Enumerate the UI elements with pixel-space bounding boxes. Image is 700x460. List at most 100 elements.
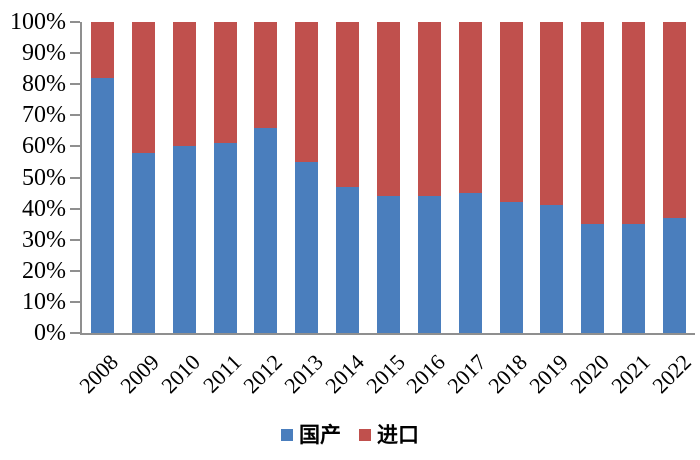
bar-segment-import-2022 [662, 22, 686, 218]
y-axis-labels: 100% 90% 80% 70% 60% 50% 40% 30% 20% 10% 0% [0, 9, 66, 346]
bar-segment-import-2013 [295, 22, 319, 162]
bar-2019 [540, 22, 564, 333]
bar-2009 [131, 22, 155, 333]
category-2019 [531, 22, 572, 333]
bar-2012 [254, 22, 278, 333]
bar-segment-import-2012 [254, 22, 278, 128]
x-tick-label: 2018 [483, 349, 533, 399]
x-tick-label: 2020 [565, 349, 614, 399]
y-tick-label: 20% [22, 257, 66, 284]
y-tick-mark [70, 83, 80, 86]
y-tick-mark [70, 269, 80, 272]
legend-swatch [359, 429, 371, 441]
bar-segment-import-2020 [581, 22, 605, 225]
bar-2020 [581, 22, 605, 333]
bar-segment-domestic-2014 [336, 186, 360, 333]
plot-area [70, 21, 695, 335]
y-tick-mark [70, 207, 80, 210]
category-2010 [164, 22, 205, 333]
bar-2016 [417, 22, 441, 333]
bar-segment-import-2019 [540, 22, 564, 206]
category-2012 [245, 22, 286, 333]
bar-segment-domestic-2015 [376, 196, 400, 333]
category-2008 [82, 22, 123, 333]
category-2015 [368, 22, 409, 333]
category-2013 [286, 22, 327, 333]
x-tick-label: 2019 [524, 349, 573, 399]
bar-2015 [376, 22, 400, 333]
y-tick-mark [70, 238, 80, 241]
y-tick-label: 70% [22, 102, 66, 129]
bar-segment-import-2016 [417, 22, 441, 197]
bar-segment-domestic-2009 [131, 152, 155, 333]
y-tick-label: 90% [22, 40, 66, 67]
x-tick-label: 2012 [238, 349, 287, 399]
category-2020 [572, 22, 613, 333]
y-tick-mark [70, 145, 80, 148]
bar-segment-import-2010 [172, 22, 196, 147]
x-tick-label: 2015 [360, 349, 410, 399]
legend-item-import: 进口 [359, 419, 419, 449]
bar-segment-import-2008 [90, 22, 114, 78]
category-2009 [123, 22, 164, 333]
x-tick-label: 2022 [646, 349, 696, 399]
bar-segment-domestic-2016 [417, 196, 441, 333]
legend-swatch [281, 429, 293, 441]
bar-segment-domestic-2018 [499, 202, 523, 333]
category-2021 [613, 22, 654, 333]
y-tick-label: 30% [22, 226, 66, 253]
x-tick-label: 2017 [442, 349, 492, 399]
bar-segment-domestic-2008 [90, 77, 114, 333]
bar-segment-import-2021 [622, 22, 646, 225]
y-tick-mark [70, 176, 80, 179]
legend-item-domestic: 国产 [281, 419, 341, 449]
y-tick-mark [70, 114, 80, 117]
bar-segment-domestic-2013 [295, 161, 319, 333]
y-tick-mark [70, 21, 80, 23]
bar-segment-import-2011 [213, 22, 237, 144]
bar-segment-import-2009 [131, 22, 155, 153]
legend-label: 进口 [377, 423, 419, 447]
y-tick-mark [70, 52, 80, 55]
bar-segment-domestic-2010 [172, 146, 196, 333]
y-tick-label: 10% [22, 288, 66, 315]
bar-segment-import-2015 [376, 22, 400, 197]
bar-segment-import-2014 [336, 22, 360, 187]
bar-2008 [90, 22, 114, 333]
bar-segment-domestic-2019 [540, 205, 564, 333]
bar-segment-domestic-2017 [458, 193, 482, 333]
x-axis-labels: 2008 2009 2010 2011 2012 2013 2014 2015 2016 2017… [75, 333, 696, 408]
bar-segment-domestic-2021 [622, 224, 646, 333]
bar-2021 [622, 22, 646, 333]
y-tick-label: 40% [22, 195, 66, 222]
bar-segment-domestic-2020 [581, 224, 605, 333]
bar-2014 [336, 22, 360, 333]
category-2018 [491, 22, 532, 333]
y-tick-label: 100% [10, 9, 66, 35]
category-2011 [205, 22, 246, 333]
category-2022 [654, 22, 695, 333]
category-2016 [409, 22, 450, 333]
bars-container [82, 22, 695, 333]
y-tick-mark [70, 300, 80, 303]
bar-segment-domestic-2022 [662, 217, 686, 333]
x-tick-label: 2010 [156, 349, 206, 399]
y-tick-mark [70, 332, 80, 334]
x-tick-label: 2021 [605, 349, 655, 399]
bar-segment-import-2017 [458, 22, 482, 194]
y-tick-label: 80% [22, 71, 66, 98]
bar-2013 [295, 22, 319, 333]
bar-2010 [172, 22, 196, 333]
bar-2017 [458, 22, 482, 333]
x-tick-label: 2016 [401, 349, 451, 399]
x-tick-label: 2014 [319, 349, 369, 399]
bar-segment-domestic-2011 [213, 143, 237, 333]
bar-segment-domestic-2012 [254, 127, 278, 333]
bar-2011 [213, 22, 237, 333]
x-tick-label: 2013 [278, 349, 328, 399]
bar-2022 [662, 22, 686, 333]
category-2017 [450, 22, 491, 333]
category-2014 [327, 22, 368, 333]
y-tick-label: 0% [34, 320, 66, 346]
y-tick-label: 50% [22, 164, 66, 191]
